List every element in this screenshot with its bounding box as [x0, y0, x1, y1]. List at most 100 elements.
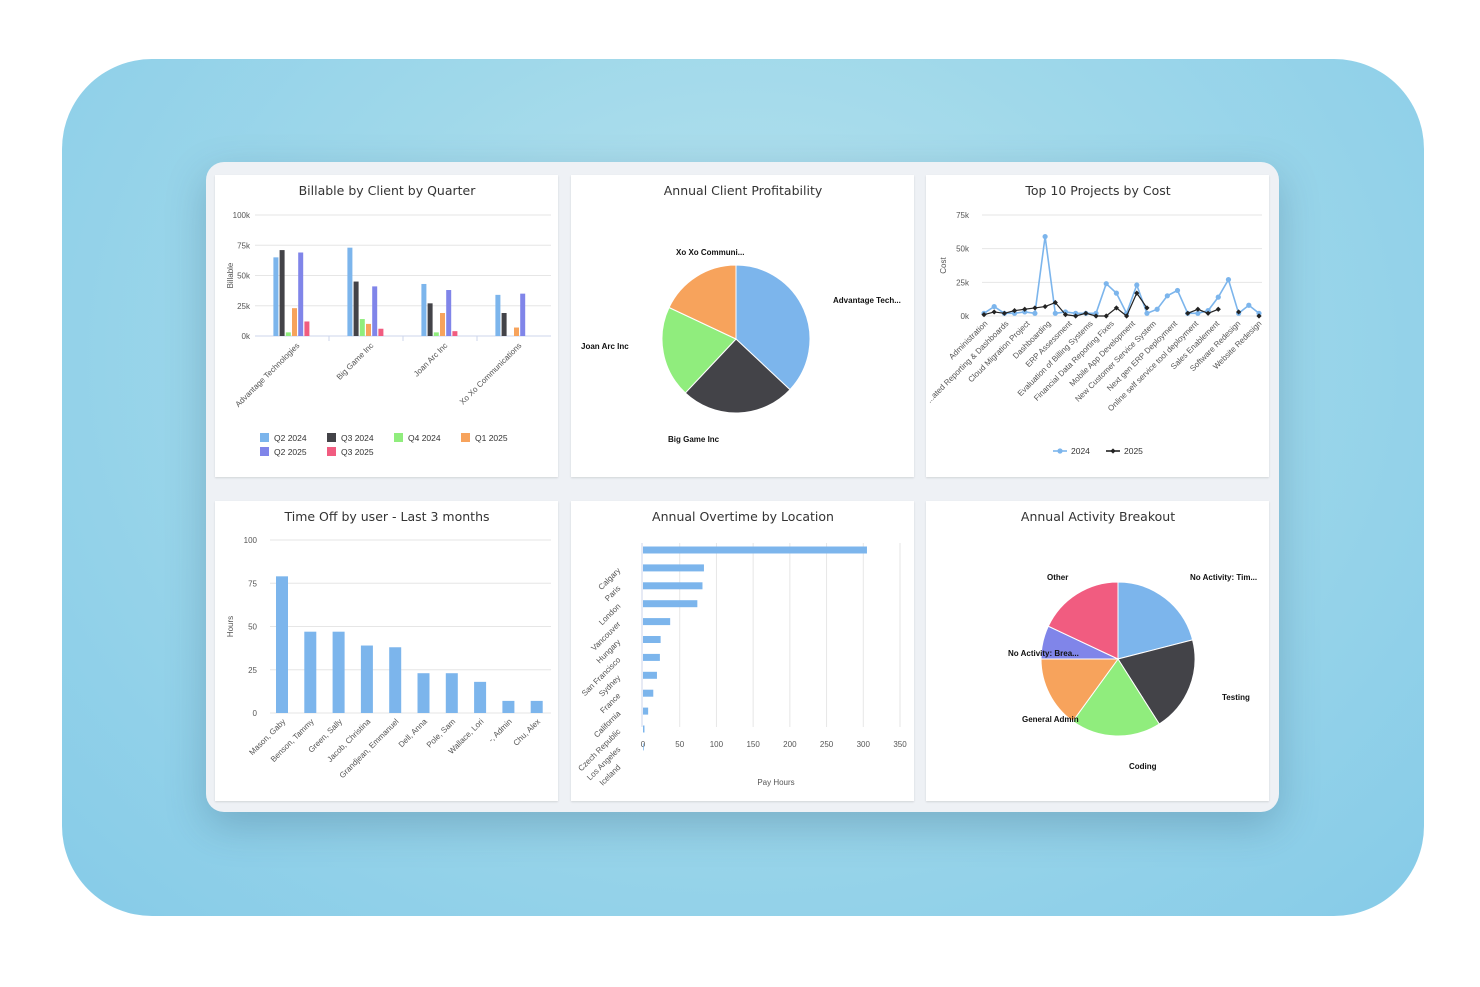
x-tick-label: -, Admin — [487, 717, 514, 744]
bar-q2-2025 — [298, 252, 304, 336]
point-2024 — [1093, 310, 1099, 316]
point-2025 — [1052, 299, 1058, 306]
pie-slice — [684, 338, 791, 414]
top-projects-chart: Top 10 Projects by Cost0k25k50k75kCostAd… — [926, 183, 1263, 456]
bar — [304, 631, 317, 713]
billable-chart: Billable by Client by Quarter 0k 25k 50k 75k… — [226, 183, 551, 457]
y-axis-title: Billable — [226, 262, 235, 288]
bar-q2-2025 — [520, 293, 526, 336]
point-2024 — [1022, 309, 1028, 315]
bar — [332, 631, 345, 713]
bar — [530, 700, 543, 713]
legend-label: 2025 — [1124, 446, 1143, 456]
legend-swatch — [327, 447, 336, 456]
bar-q3-2025 — [304, 321, 310, 336]
x-tick-label: 250 — [820, 740, 834, 749]
point-2025 — [1185, 310, 1191, 316]
point-2024 — [1113, 290, 1120, 296]
bar-q1-2025 — [366, 323, 371, 336]
bar — [502, 700, 515, 713]
legend-label: 2024 — [1071, 446, 1090, 456]
point-2024 — [1246, 302, 1252, 308]
point-2025 — [991, 309, 997, 315]
x-tick-label: Chu, Alex — [512, 717, 543, 748]
bar-q3-2025 — [378, 328, 384, 336]
chart-title: Billable by Client by Quarter — [299, 183, 477, 198]
bar-q3-2024 — [279, 250, 285, 336]
pie-label: Advantage Tech... — [833, 296, 901, 305]
y-axis-title: Hours — [226, 616, 235, 637]
profitability-chart: Annual Client Profitability Advantage Tec… — [581, 183, 901, 444]
line-series-2024 — [983, 236, 1260, 316]
x-tick-label: Big Game Inc — [335, 341, 376, 382]
chart-title: Annual Client Profitability — [664, 183, 823, 198]
point-2024 — [1225, 277, 1232, 283]
bar-q2-2024 — [495, 294, 501, 336]
y-tick-label: 50 — [248, 623, 257, 632]
y-tick-label: 75k — [956, 211, 970, 220]
pie-label: Other — [1047, 573, 1068, 582]
pie-label: Xo Xo Communi... — [676, 248, 744, 257]
overtime-chart: Annual Overtime by Location0501001502002… — [576, 509, 907, 787]
bar-q1-2025 — [292, 308, 297, 336]
point-2024 — [1011, 310, 1018, 316]
bar-q4-2024 — [433, 332, 439, 336]
point-2024 — [991, 303, 997, 310]
chart-card-activity: Annual Activity Breakout No Activity: Tim… — [926, 501, 1269, 801]
x-tick-label: 350 — [893, 740, 907, 749]
bar-q4-2024 — [285, 332, 291, 336]
legend-marker — [1110, 448, 1116, 454]
pie-label: No Activity: Tim... — [1190, 573, 1257, 582]
dashboard-panel: Billable by Client by Quarter 0k 25k 50k 75k… — [206, 162, 1279, 812]
point-2024 — [1144, 310, 1150, 316]
bar — [445, 673, 458, 713]
legend-label: Q3 2024 — [341, 433, 374, 443]
point-2024 — [1103, 281, 1109, 287]
y-tick-label: 75 — [248, 579, 257, 588]
bar — [276, 576, 288, 713]
point-2025 — [981, 312, 987, 318]
bar-q2-2025 — [372, 286, 378, 336]
chart-card-profitability: Annual Client Profitability Advantage Tec… — [571, 175, 914, 477]
point-2024 — [1174, 287, 1181, 294]
point-2025 — [1113, 305, 1120, 311]
x-tick-label: Joan Arc Inc — [412, 341, 449, 378]
point-2024 — [1062, 309, 1069, 315]
legend-swatch — [461, 433, 470, 442]
pie-label: General Admin — [1022, 715, 1079, 724]
bar-q2-2025 — [446, 290, 452, 336]
point-2025 — [1123, 313, 1130, 319]
x-tick-label: Xo Xo Communications — [458, 341, 523, 406]
bar-q3-2025 — [452, 331, 458, 336]
legend-swatch — [327, 433, 336, 442]
chart-title: Annual Overtime by Location — [652, 509, 834, 524]
point-2024 — [1042, 233, 1048, 240]
chart-title: Top 10 Projects by Cost — [1024, 183, 1170, 198]
pie-slice — [1117, 581, 1194, 660]
x-axis-title: Pay Hours — [757, 778, 794, 787]
point-2025 — [1073, 313, 1079, 319]
point-2024 — [1032, 310, 1038, 316]
bar-q3-2024 — [501, 313, 507, 336]
bar — [474, 681, 487, 713]
pie-slice — [1117, 639, 1196, 725]
chart-card-topprojects: Top 10 Projects by Cost 0k 25k 50k 75k Cost Ad… — [926, 175, 1269, 477]
point-2024 — [1205, 308, 1211, 314]
legend-label: Q2 2025 — [274, 447, 307, 457]
y-tick-label: 100 — [244, 536, 258, 545]
legend-swatch — [394, 433, 403, 442]
x-tick-label: 100 — [710, 740, 724, 749]
x-tick-label: Dell, Anna — [397, 717, 430, 750]
point-2025 — [1103, 313, 1109, 319]
x-tick-label: 50 — [675, 740, 684, 749]
y-tick-label: 25 — [248, 666, 257, 675]
x-tick-label: 200 — [783, 740, 797, 749]
legend-swatch — [260, 433, 269, 442]
chart-title: Annual Activity Breakout — [1021, 509, 1175, 524]
x-tick-label: ...ated Reporting & Dashboards — [926, 319, 1010, 405]
bar-q3-2024 — [427, 303, 433, 336]
bar-q2-2024 — [273, 257, 279, 336]
x-tick-label: Advantage Technologies — [234, 341, 302, 409]
point-2025 — [1083, 310, 1089, 316]
y-tick-label: 50k — [956, 245, 970, 254]
